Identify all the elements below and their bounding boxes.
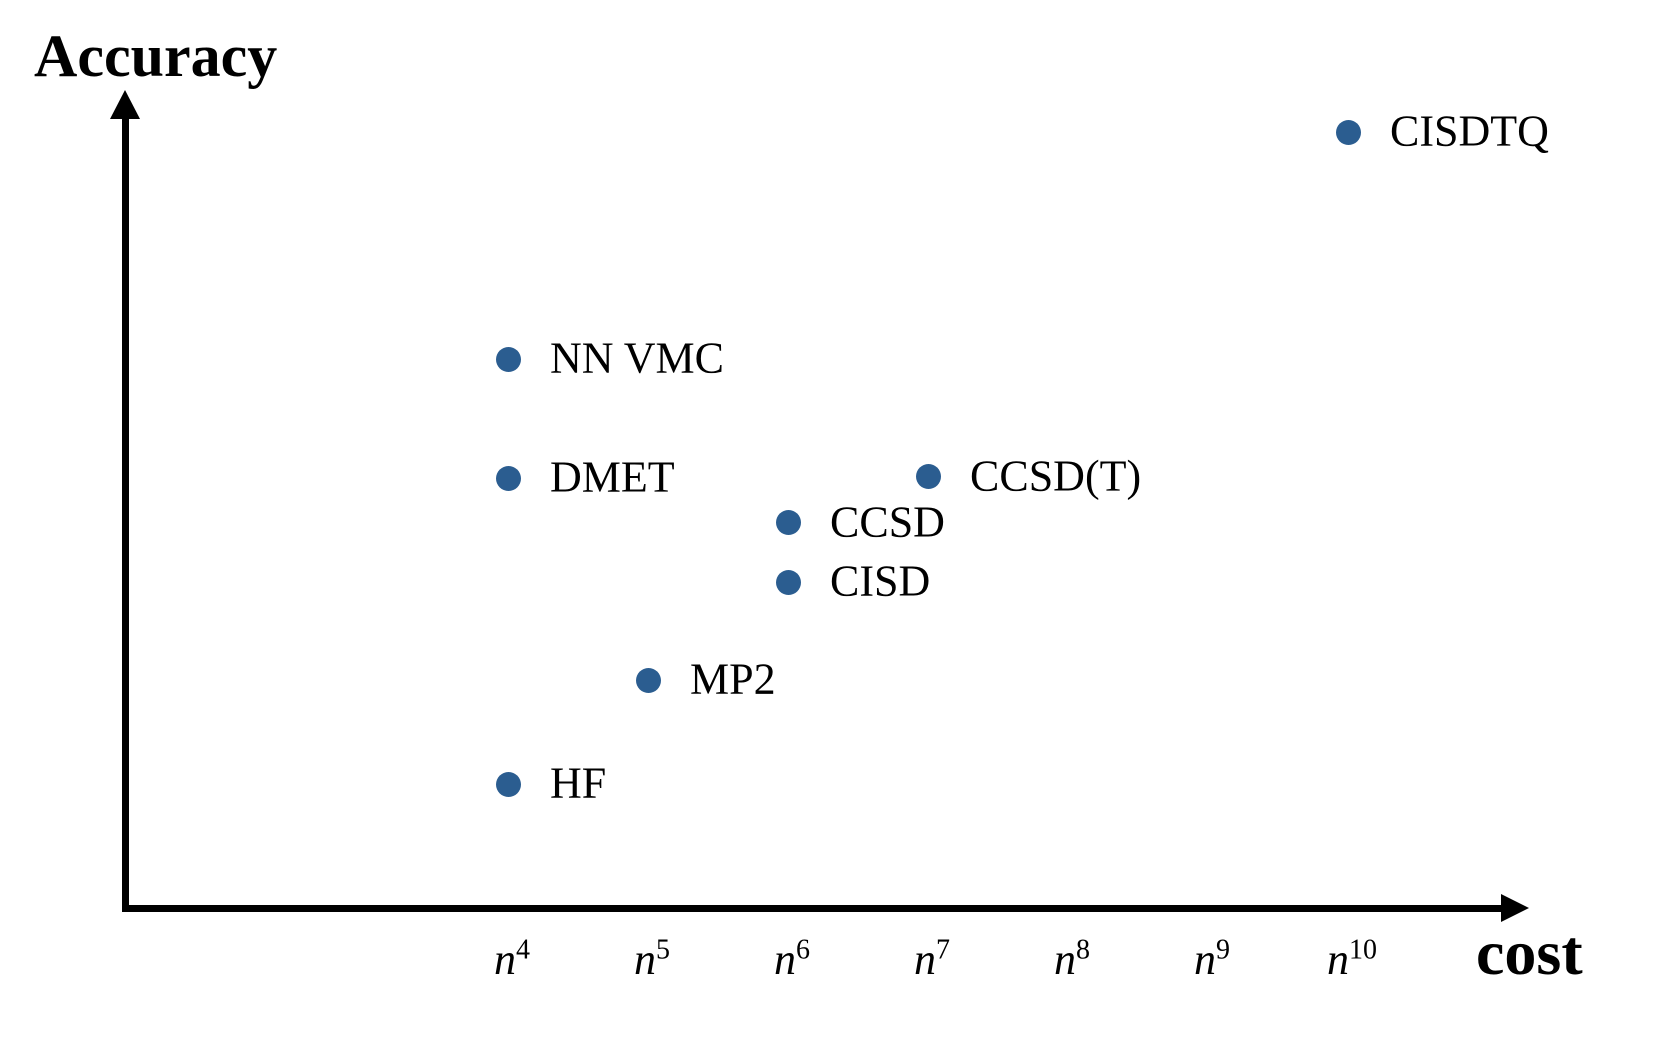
data-point-label: CCSD(T) [970, 451, 1142, 501]
y-axis-title: Accuracy [34, 23, 278, 89]
tick-base: n [1054, 935, 1076, 984]
tick-base: n [1327, 935, 1349, 984]
data-point-marker [495, 346, 521, 372]
x-tick-label: n8 [1054, 934, 1090, 985]
data-point-marker [495, 465, 521, 491]
data-point-marker [775, 510, 801, 536]
tick-exponent: 5 [656, 934, 670, 966]
data-point-label: CISD [830, 556, 931, 606]
data-point-marker [775, 569, 801, 595]
tick-exponent: 6 [796, 934, 810, 966]
y-axis-line [122, 116, 129, 912]
data-point-label: MP2 [690, 654, 776, 704]
tick-base: n [774, 935, 796, 984]
tick-exponent: 4 [516, 934, 530, 966]
x-tick-label: n9 [1194, 934, 1230, 985]
data-point-label: CISDTQ [1390, 106, 1549, 156]
x-tick-label: n10 [1327, 934, 1377, 985]
data-point-label: HF [550, 758, 607, 808]
data-point-label: NN VMC [550, 333, 725, 383]
data-point-label: DMET [550, 452, 675, 502]
data-point-marker [495, 771, 521, 797]
tick-exponent: 10 [1349, 934, 1377, 966]
x-axis-line [122, 905, 1504, 912]
x-axis-arrowhead-icon [1501, 894, 1529, 922]
data-point-marker [635, 667, 661, 693]
y-axis-arrowhead-icon [110, 90, 140, 119]
data-point-label: CCSD [830, 497, 945, 547]
x-tick-label: n5 [634, 934, 670, 985]
x-tick-label: n7 [914, 934, 950, 985]
tick-base: n [494, 935, 516, 984]
tick-exponent: 9 [1216, 934, 1230, 966]
tick-base: n [634, 935, 656, 984]
data-point-marker [915, 464, 941, 490]
x-tick-label: n6 [774, 934, 810, 985]
x-axis-title: cost [1476, 917, 1583, 988]
x-tick-label: n4 [494, 934, 530, 985]
tick-exponent: 8 [1076, 934, 1090, 966]
tick-exponent: 7 [936, 934, 950, 966]
data-point-marker [1335, 119, 1361, 145]
tick-base: n [914, 935, 936, 984]
tick-base: n [1194, 935, 1216, 984]
